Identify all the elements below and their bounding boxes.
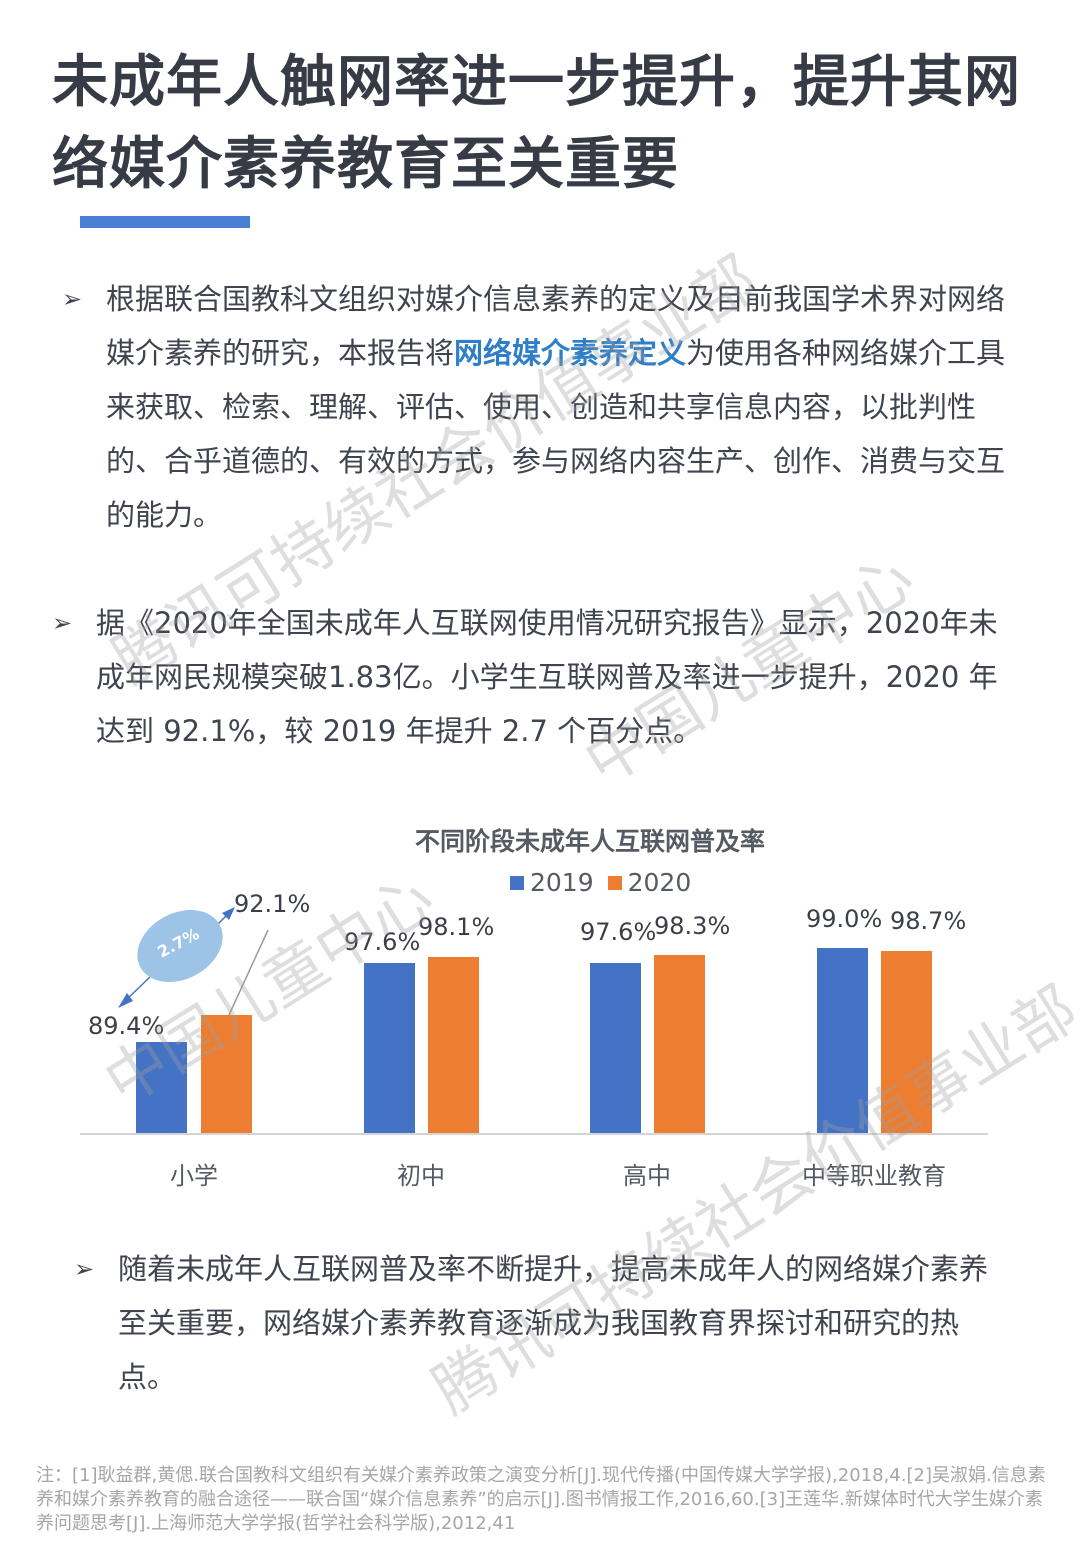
value-label: 92.1%: [234, 890, 311, 918]
bar-gaozhong-2019: [590, 963, 641, 1133]
bullet-statistics: ➢ 据《2020年全国未成年人互联网使用情况研究报告》显示，2020年未成年网民…: [52, 596, 1022, 758]
legend-swatch-orange: [607, 875, 622, 890]
value-label: 89.4%: [88, 1012, 165, 1040]
value-label: 97.6%: [344, 928, 421, 956]
bar-xiaoxue-2019: [136, 1042, 187, 1133]
bullet-text: 据《2020年全国未成年人互联网使用情况研究报告》显示，2020年未成年网民规模…: [96, 606, 998, 748]
legend-item-2020: 2020: [607, 868, 691, 897]
legend-swatch-blue: [510, 875, 524, 890]
annotation-arrows-icon: [118, 907, 269, 1016]
bar-chart: 不同阶段未成年人互联网普及率 2019 2020 89.4% 92.1% 97.…: [0, 800, 1080, 1220]
value-label: 98.3%: [654, 912, 731, 940]
chart-legend: 2019 2020: [510, 868, 691, 897]
arrow-bullet-icon: ➢: [62, 285, 83, 313]
category-label: 中等职业教育: [802, 1162, 946, 1190]
category-label: 初中: [397, 1162, 445, 1190]
page-title: 未成年人触网率进一步提升，提升其网络媒介素养教育至关重要: [52, 50, 1021, 197]
bullet-text: 随着未成年人互联网普及率不断提升，提高未成年人的网络媒介素养至关重要，网络媒介素…: [118, 1252, 989, 1394]
category-label: 高中: [623, 1162, 671, 1190]
bar-gaozhong-2020: [654, 955, 705, 1133]
arrow-bullet-icon: ➢: [52, 609, 73, 637]
bar-chuzhong-2020: [428, 957, 479, 1133]
value-label: 98.1%: [418, 913, 495, 941]
chart-title: 不同阶段未成年人互联网普及率: [414, 827, 765, 856]
bar-zhongzhi-2020: [881, 951, 932, 1133]
bullet-text: 根据联合国教科文组织对媒介信息素养的定义及目前我国学术界对网络媒介素养的研究，本…: [106, 282, 1006, 532]
value-label: 97.6%: [580, 918, 657, 946]
value-label: 98.7%: [890, 907, 967, 935]
bar-xiaoxue-2020: [201, 1015, 252, 1133]
legend-item-2019: 2019: [510, 868, 594, 897]
bullet-conclusion: ➢ 随着未成年人互联网普及率不断提升，提高未成年人的网络媒介素养至关重要，网络媒…: [74, 1242, 1004, 1404]
highlight-term: 网络媒介素养定义: [454, 336, 687, 370]
bullet-definition: ➢ 根据联合国教科文组织对媒介信息素养的定义及目前我国学术界对网络媒介素养的研究…: [62, 272, 1022, 542]
arrow-bullet-icon: ➢: [74, 1255, 95, 1283]
footnote-references: 注：[1]耿益群,黄偲.联合国教科文组织有关媒介素养政策之演变分析[J].现代传…: [36, 1465, 1046, 1534]
x-axis-line: [80, 1133, 988, 1135]
bar-zhongzhi-2019: [817, 948, 868, 1133]
bar-chuzhong-2019: [364, 963, 415, 1133]
title-underline: [80, 216, 250, 228]
category-label: 小学: [170, 1162, 218, 1190]
value-label: 99.0%: [806, 905, 883, 933]
